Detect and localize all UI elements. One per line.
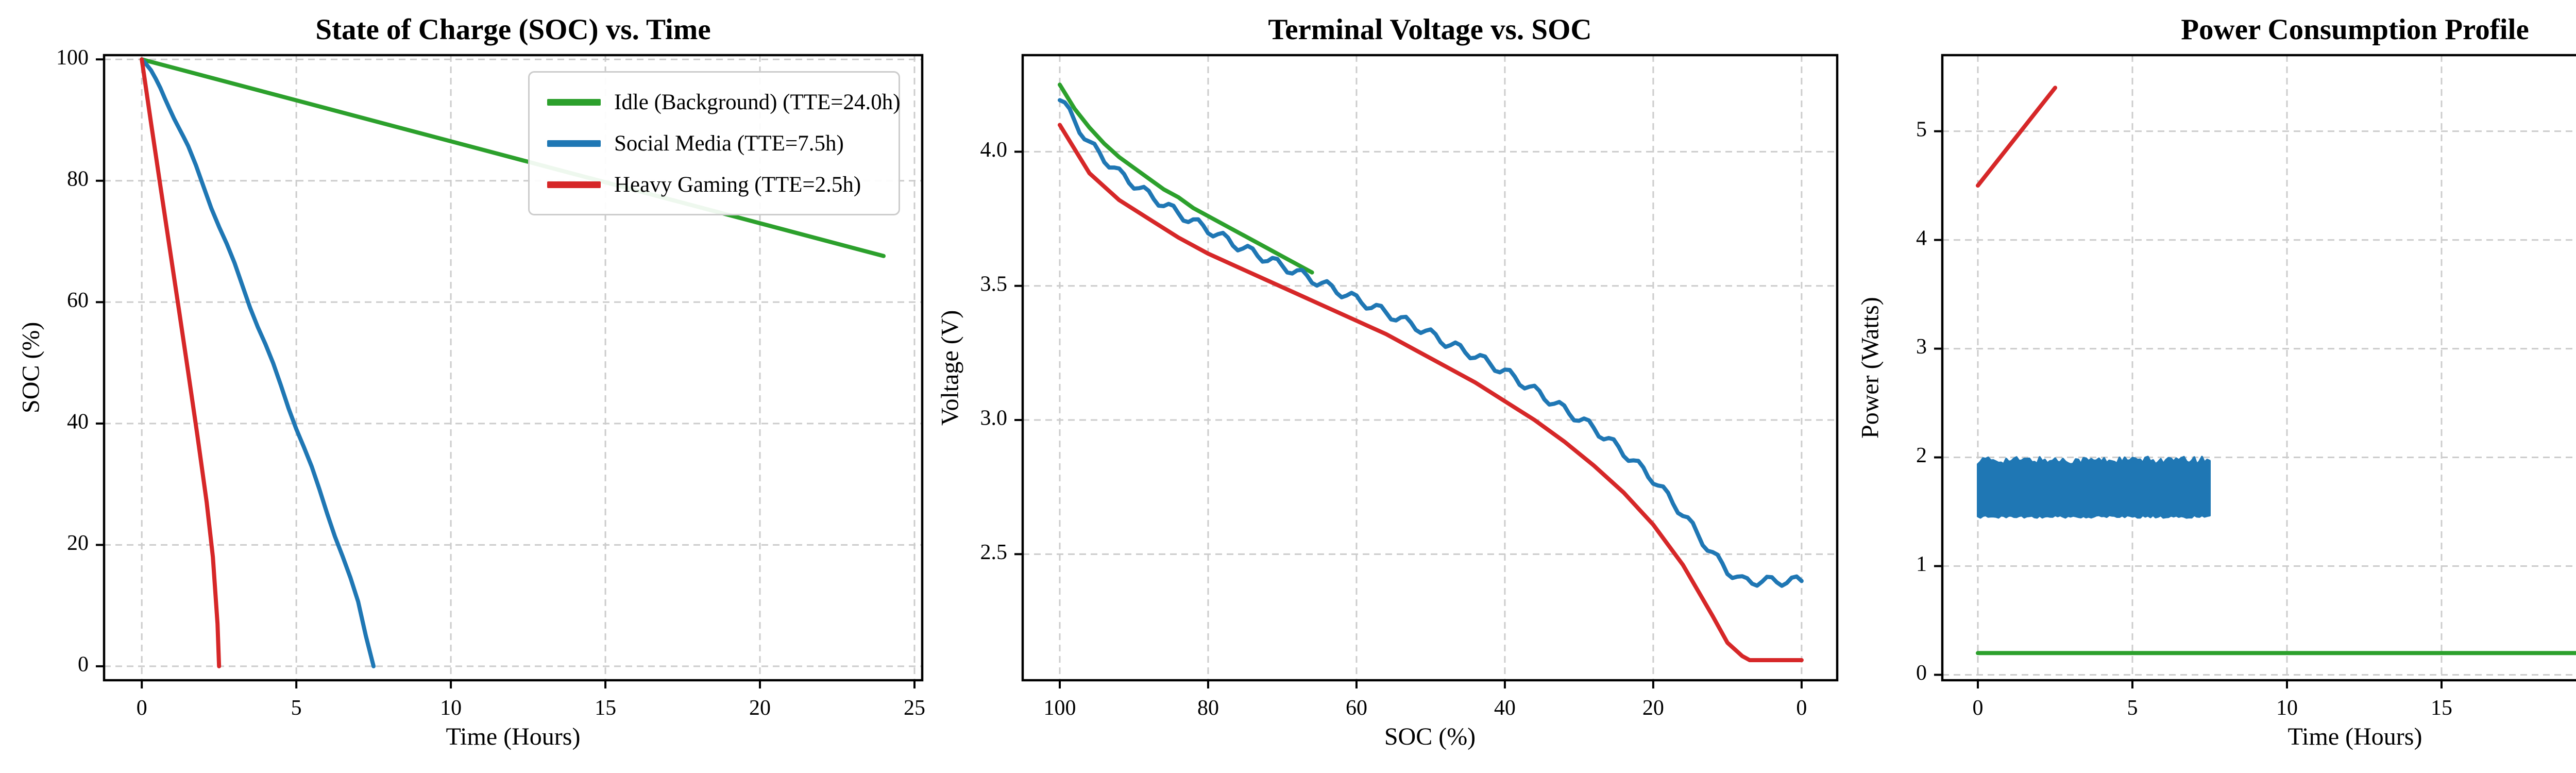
series-line-heavy-gaming — [1058, 123, 1804, 662]
series-line-social-media-tte-7-5h — [140, 57, 376, 668]
series-line-social-media — [1058, 98, 1804, 588]
y-tick-label: 0 — [1916, 661, 1927, 685]
y-tick-label: 60 — [67, 289, 89, 312]
y-tick-label: 3 — [1916, 335, 1927, 359]
y-tick-label: 100 — [56, 46, 89, 70]
series-line-heavy-gaming-tte-2-5h — [140, 57, 222, 668]
y-tick-label: 20 — [67, 531, 89, 555]
chart2-y-axis-label: Voltage (V) — [936, 310, 964, 426]
y-tick-label: 0 — [78, 653, 89, 677]
chart2-plot-area: 100 80 60 40 20 0 2.5 3.0 3.5 4.0 — [980, 54, 1839, 720]
y-tick-label: 5 — [1916, 117, 1927, 141]
x-tick-label: 40 — [1494, 696, 1516, 720]
chart1-x-axis-label: Time (Hours) — [446, 723, 581, 750]
chart1-legend: Idle (Background) (TTE=24.0h) Social Med… — [528, 71, 901, 215]
series-line-social-media — [1977, 456, 2211, 519]
chart3-title: Power Consumption Profile — [2181, 13, 2529, 46]
x-tick-label: 20 — [749, 696, 771, 720]
y-tick-label: 40 — [67, 410, 89, 433]
x-tick-label: 0 — [1973, 696, 1984, 720]
chart1-y-axis-label: SOC (%) — [17, 322, 45, 414]
x-tick-label: 80 — [1197, 696, 1219, 720]
chart3-plot-area: 0510152025012345 — [1916, 54, 2576, 720]
legend-label-social-media: Social Media (TTE=7.5h) — [614, 131, 844, 156]
x-tick-label: 20 — [1642, 696, 1664, 720]
chart3-y-axis-label: Power (Watts) — [1856, 297, 1884, 439]
x-tick-label: 25 — [904, 696, 925, 720]
y-tick-label: 4 — [1916, 226, 1927, 250]
x-tick-label: 10 — [440, 696, 462, 720]
x-tick-label: 15 — [595, 696, 616, 720]
legend-item-social-media: Social Media (TTE=7.5h) — [547, 126, 881, 160]
y-tick-label: 2.5 — [980, 541, 1008, 564]
chart1-title: State of Charge (SOC) vs. Time — [315, 13, 711, 46]
legend-label-heavy-gaming: Heavy Gaming (TTE=2.5h) — [614, 172, 861, 197]
y-tick-label: 3.0 — [980, 407, 1008, 430]
x-tick-label: 10 — [2276, 696, 2298, 720]
chart2-x-axis-label: SOC (%) — [1384, 723, 1476, 750]
idle-line-swatch-icon — [547, 98, 601, 106]
y-tick-label: 3.5 — [980, 272, 1008, 296]
series-line-heavy-gaming — [1976, 86, 2057, 188]
legend-item-idle: Idle (Background) (TTE=24.0h) — [547, 85, 901, 119]
y-tick-label: 4.0 — [980, 138, 1008, 162]
axes-spines — [1021, 54, 1839, 682]
y-tick-label: 80 — [67, 167, 89, 191]
x-tick-label: 5 — [2127, 696, 2138, 720]
legend-item-heavy-gaming: Heavy Gaming (TTE=2.5h) — [547, 167, 881, 201]
x-tick-label: 0 — [137, 696, 147, 720]
axes-spines — [1941, 54, 2576, 682]
heavy-gaming-line-swatch-icon — [547, 181, 601, 188]
chart3-x-axis-label: Time (Hours) — [2287, 723, 2422, 750]
chart1-plot-area: 0 5 10 15 20 25 0 20 40 60 80 100 — [56, 46, 925, 720]
social-media-line-swatch-icon — [547, 140, 601, 147]
y-tick-label: 1 — [1916, 552, 1927, 576]
x-tick-label: 60 — [1346, 696, 1367, 720]
axes-spines — [103, 54, 924, 682]
x-tick-label: 5 — [291, 696, 302, 720]
y-tick-label: 2 — [1916, 444, 1927, 467]
series-line-idle-background — [1058, 82, 1314, 275]
x-tick-label: 15 — [2431, 696, 2452, 720]
legend-label-idle: Idle (Background) (TTE=24.0h) — [614, 90, 901, 114]
x-tick-label: 0 — [1796, 696, 1807, 720]
series-line-idle-background-tte-24-0h — [140, 57, 886, 258]
x-tick-label: 100 — [1043, 696, 1076, 720]
chart2-title: Terminal Voltage vs. SOC — [1268, 13, 1592, 46]
